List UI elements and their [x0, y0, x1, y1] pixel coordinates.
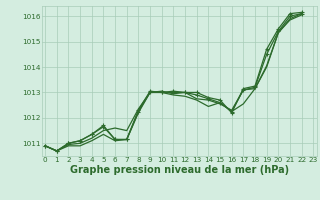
X-axis label: Graphe pression niveau de la mer (hPa): Graphe pression niveau de la mer (hPa) — [70, 165, 289, 175]
